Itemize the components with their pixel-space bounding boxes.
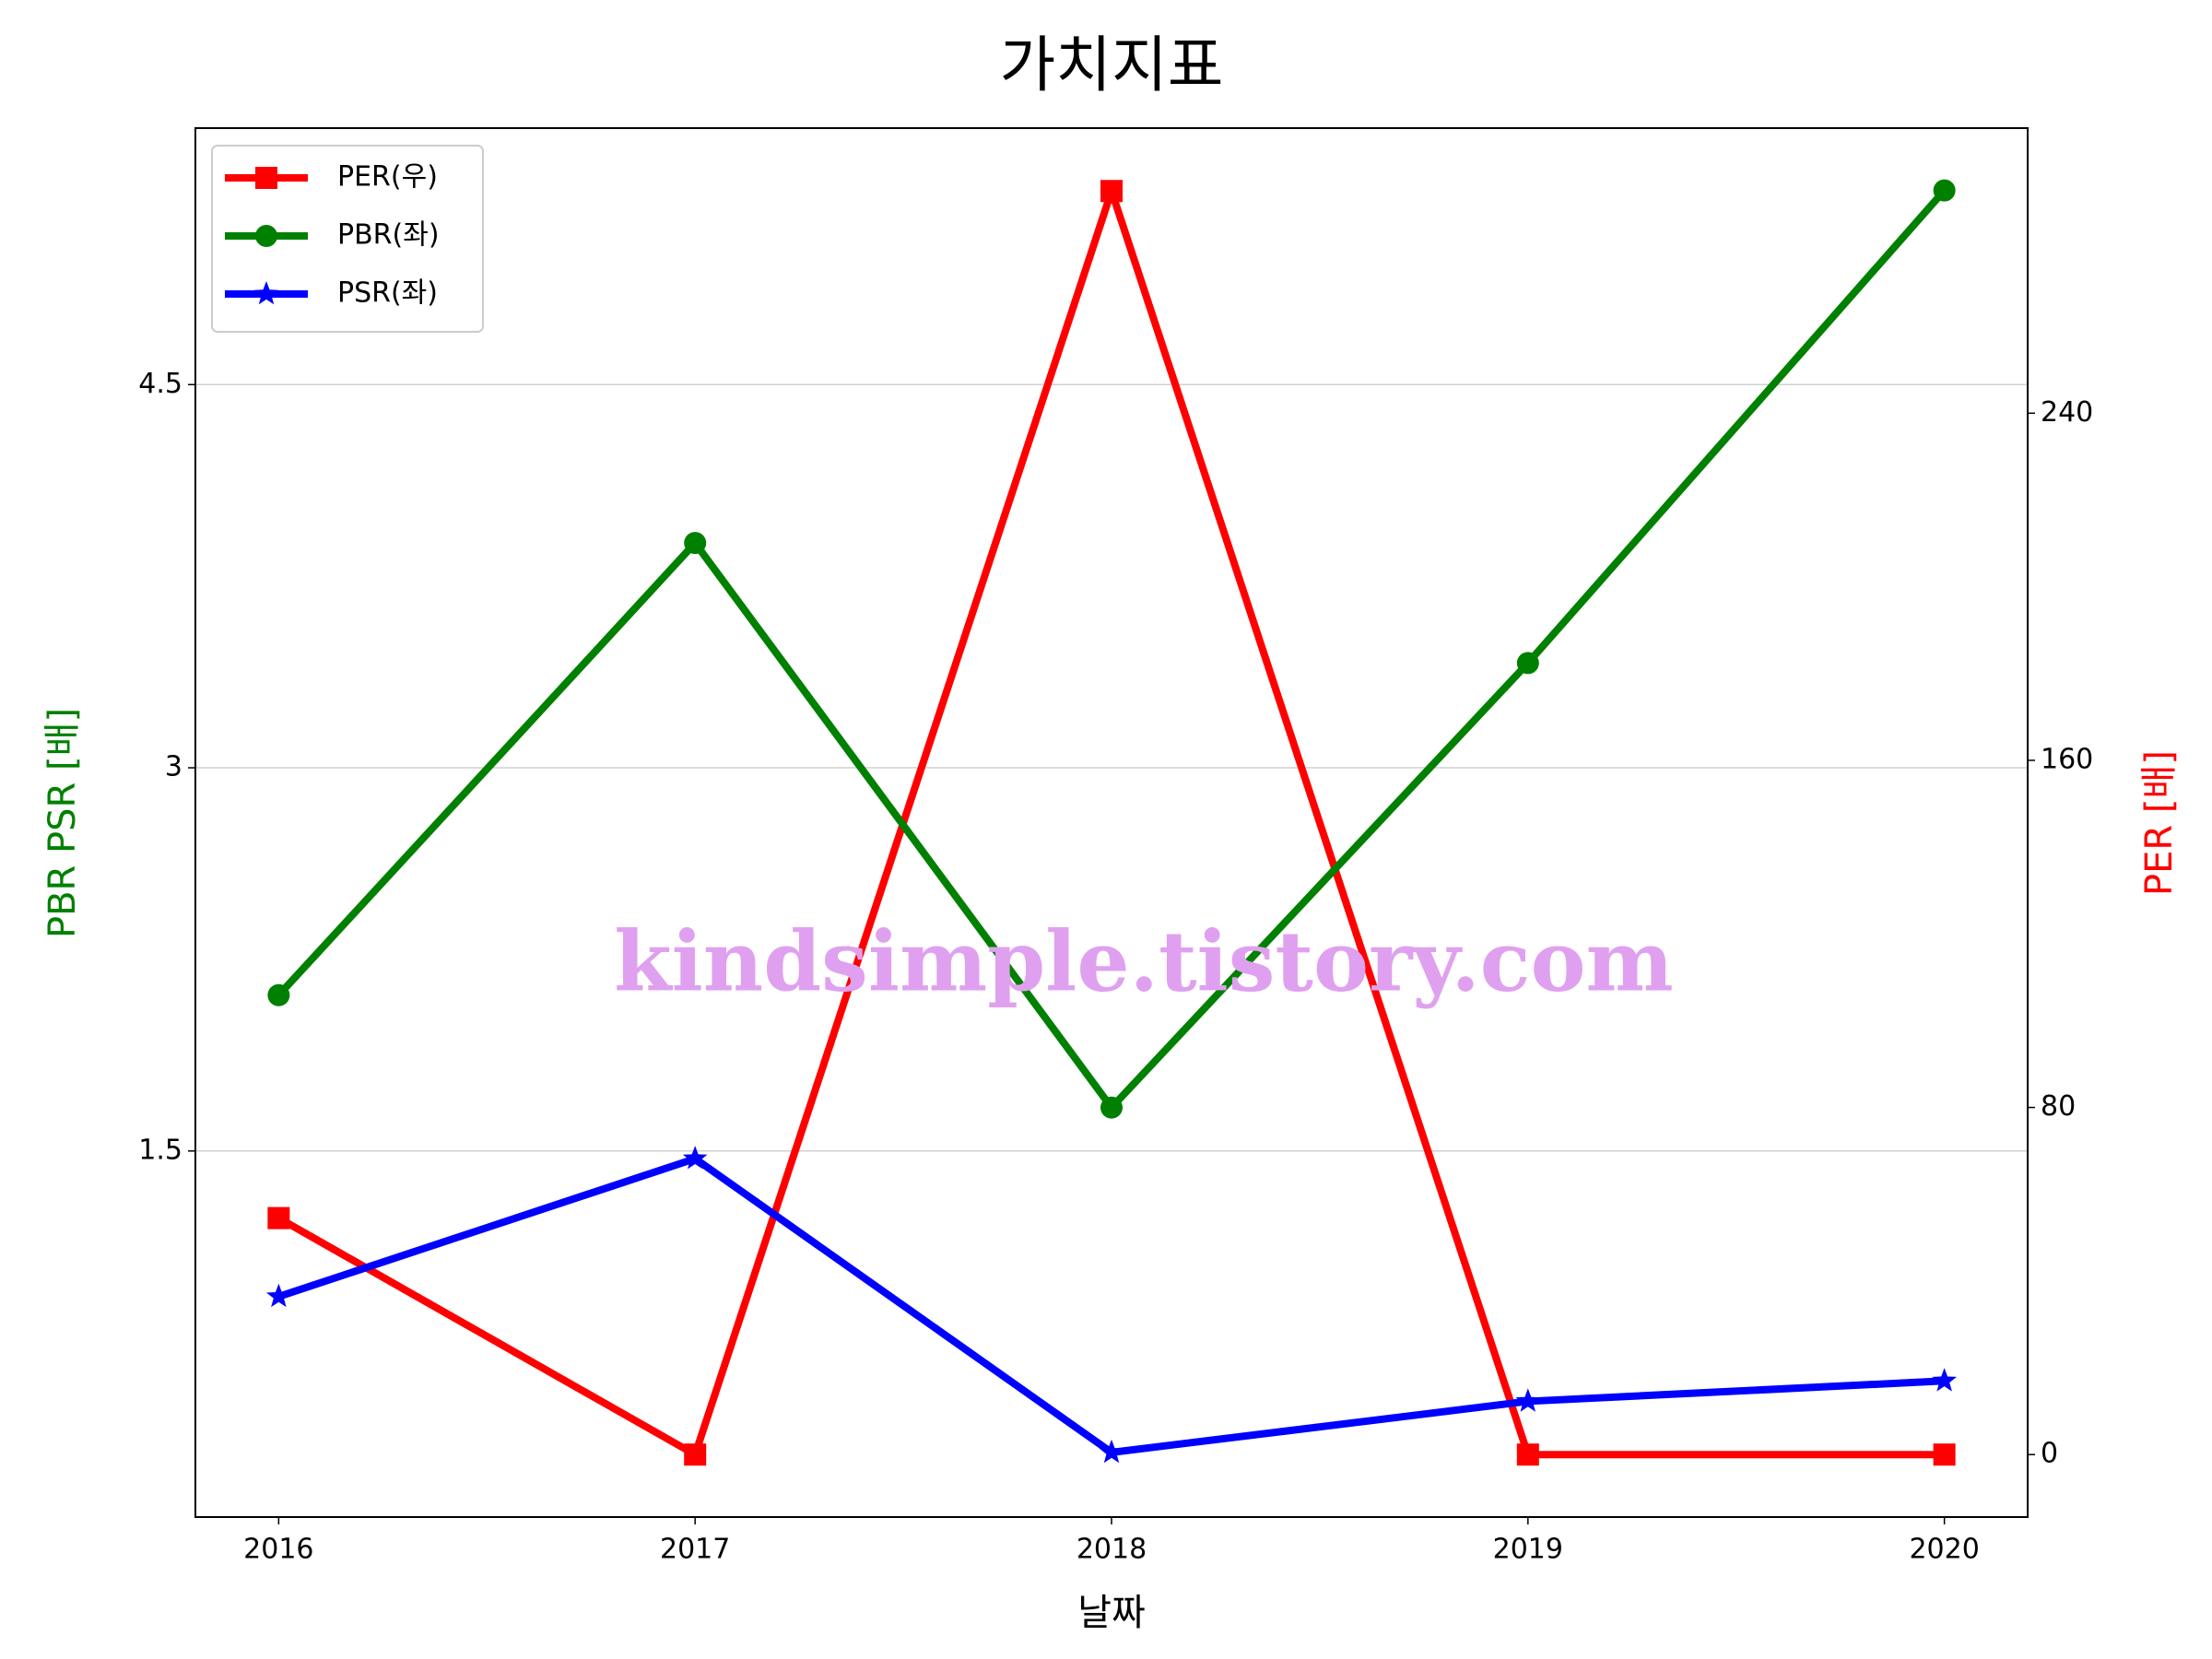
point [1100, 1096, 1123, 1119]
chart-title: 가치지표 [1000, 29, 1224, 100]
x-tick-label: 2017 [660, 1534, 730, 1566]
watermark: kindsimple.tistory.com [614, 913, 1674, 1011]
x-tick-label: 2020 [1909, 1534, 1979, 1566]
legend-marker [255, 167, 277, 189]
point [1100, 180, 1123, 203]
point [1515, 1388, 1541, 1412]
point [1933, 179, 1956, 202]
point [266, 1283, 291, 1308]
point [684, 1443, 707, 1466]
y2-tick-label: 240 [2041, 396, 2093, 429]
legend-label: PSR(좌) [337, 277, 438, 310]
series [267, 179, 1956, 1119]
legend-label: PBR(좌) [337, 219, 440, 252]
y2-tick-label: 80 [2041, 1090, 2076, 1123]
y-tick-label: 3 [165, 751, 182, 783]
line [277, 1155, 1945, 1456]
legend-label: PER(우) [337, 161, 438, 194]
y-tick-label: 4.5 [138, 368, 182, 400]
point [1933, 1443, 1956, 1466]
series [266, 1146, 1957, 1464]
point [1516, 1443, 1539, 1466]
x-tick-label: 2016 [243, 1534, 313, 1566]
point [267, 983, 290, 1006]
y2-tick-label: 160 [2041, 743, 2093, 775]
x-tick-label: 2019 [1493, 1534, 1563, 1566]
legend-marker [255, 225, 277, 247]
point [1516, 652, 1539, 675]
legend-box [211, 145, 484, 333]
series [267, 180, 1956, 1466]
x-axis-label: 날짜 [1077, 1592, 1146, 1634]
y-axis-label: PBR PSR [배] [41, 708, 84, 938]
y2-tick-label: 0 [2041, 1438, 2058, 1470]
point [684, 532, 707, 555]
point [1099, 1439, 1124, 1464]
point [267, 1206, 290, 1230]
y2-axis-label: PER [배] [2138, 750, 2181, 896]
line [276, 187, 1945, 1459]
point [682, 1146, 708, 1170]
legend-marker [253, 281, 279, 305]
plot-frame [194, 127, 2029, 1518]
point [1932, 1368, 1957, 1392]
y-tick-label: 1.5 [138, 1134, 182, 1166]
x-tick-label: 2018 [1077, 1534, 1147, 1566]
